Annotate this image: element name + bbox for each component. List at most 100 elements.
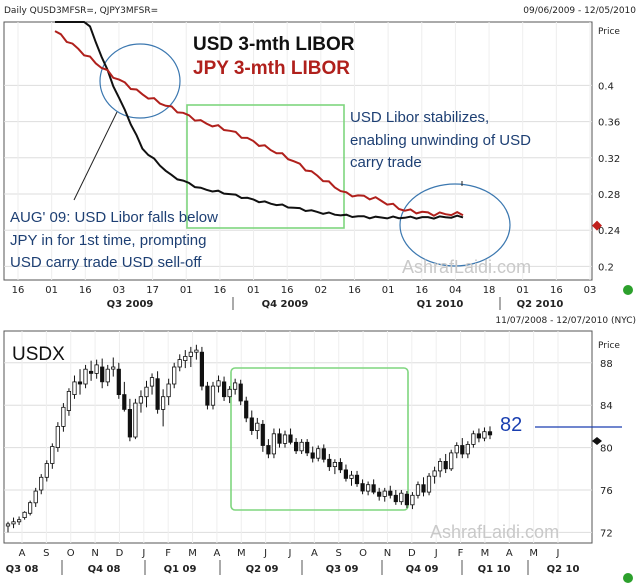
candle-body — [371, 484, 376, 493]
top-x-tick-label: 16 — [281, 285, 294, 296]
candle-body — [227, 388, 232, 398]
bottom-x-tick-label: S — [43, 548, 49, 559]
aug09-cross-ellipse — [99, 43, 181, 119]
candle-body — [66, 390, 71, 411]
bottom-x-tick-label: A — [19, 548, 26, 559]
candle-body — [55, 425, 60, 448]
candle-body — [144, 386, 149, 398]
candle-body — [5, 523, 11, 527]
candle-body — [338, 461, 343, 471]
bottom-x-tick-label: D — [408, 548, 416, 559]
candle-body — [349, 474, 354, 479]
top-quarter-labels: Q3 2009 Q4 2009 Q1 2010 Q2 2010 — [107, 297, 563, 310]
top-x-tick-label: 16 — [550, 285, 563, 296]
aug09-pointer-line — [73, 111, 118, 201]
top-x-tick-label: 01 — [45, 285, 58, 296]
candle-body — [471, 433, 476, 445]
candle-body — [77, 381, 83, 385]
annotation-stabilize-line1: USD Libor stabilizes, — [350, 109, 489, 126]
candle-body — [343, 469, 349, 479]
top-x-tick-label: 16 — [348, 285, 361, 296]
last-value-marker — [592, 220, 602, 231]
top-x-tick-label: 16 — [214, 285, 227, 296]
bottom-x-tick-label: O — [67, 548, 75, 559]
candle-body — [238, 383, 243, 402]
candle-body — [89, 370, 94, 374]
bottom-x-tick-label: M — [188, 548, 197, 559]
bottom-quarter-label: Q2 09 — [246, 564, 279, 575]
candle-body — [410, 494, 415, 506]
candle-body — [249, 417, 254, 431]
top-panel-frame — [3, 21, 593, 281]
candle-body — [476, 433, 482, 439]
candle-body — [194, 349, 199, 353]
candle-body — [415, 484, 421, 496]
top-x-tick-label: 01 — [180, 285, 193, 296]
top-quarter-label: Q4 2009 — [262, 299, 309, 310]
bottom-quarter-label: Q3 08 — [6, 564, 39, 575]
candle-body — [421, 484, 426, 493]
candle-body — [465, 443, 470, 455]
candle-body — [432, 470, 437, 477]
candle-body — [282, 434, 288, 444]
candle-body — [133, 402, 138, 438]
candle-body — [288, 434, 293, 443]
annotation-stabilize-line2: enabling unwinding of USD — [350, 132, 531, 149]
candle-body — [399, 492, 404, 503]
candle-body — [111, 366, 116, 370]
candle-body — [44, 463, 49, 478]
top-highlight-box — [186, 104, 345, 229]
candle-body — [260, 423, 265, 446]
bottom-highlight-box — [230, 367, 409, 511]
candle-body — [39, 476, 44, 491]
candle-body — [244, 400, 249, 419]
bottom-quarter-label: Q4 09 — [406, 564, 439, 575]
top-watermark: AshrafLaidi.com — [402, 257, 531, 277]
top-y-tick-label: 0.4 — [598, 81, 614, 92]
candle-body — [404, 493, 410, 506]
candle-body — [83, 368, 88, 385]
bottom-y-tick-label: 76 — [600, 486, 613, 497]
bottom-y-tick-label: 72 — [600, 528, 613, 539]
annotation-stabilize-line3: carry trade — [350, 154, 422, 171]
candle-body — [271, 433, 277, 455]
stabilize-ellipse — [399, 183, 511, 267]
top-x-tick-label: 01 — [247, 285, 260, 296]
top-y-tick-label: 0.28 — [598, 190, 620, 201]
bottom-price-label: Price — [598, 341, 620, 351]
candle-body — [122, 394, 127, 410]
candle-body — [449, 452, 454, 470]
top-x-tick-label: 03 — [113, 285, 126, 296]
candle-body — [205, 385, 210, 406]
candle-body — [33, 490, 38, 504]
candle-body — [160, 396, 166, 410]
candle-body — [149, 377, 155, 387]
bottom-x-tick-label: M — [237, 548, 246, 559]
bottom-y-tick-label: 84 — [600, 401, 613, 412]
candle-body — [426, 475, 432, 493]
bottom-x-tick-label: O — [359, 548, 367, 559]
bottom-y-tick-label: 80 — [600, 444, 613, 455]
top-x-tick-label: 04 — [449, 285, 462, 296]
candle-body — [377, 491, 382, 497]
candle-body — [365, 484, 371, 492]
bottom-chart-title: USDX — [12, 344, 65, 365]
top-header-left: Daily QUSD3MFSR=, QJPY3MFSR= — [4, 6, 158, 16]
candle-body — [388, 490, 393, 496]
bottom-x-tick-label: D — [116, 548, 124, 559]
candle-body — [166, 383, 171, 398]
candle-body — [393, 494, 398, 503]
top-y-tick-label: 0.2 — [598, 262, 614, 273]
top-y-tick-label: 0.36 — [598, 118, 620, 129]
candle-body — [27, 502, 33, 514]
bottom-watermark: AshrafLaidi.com — [430, 522, 559, 542]
candle-body — [172, 366, 177, 385]
candle-body — [354, 474, 360, 485]
bottom-x-tick-label: J — [263, 548, 267, 559]
usdx-candles — [5, 344, 493, 533]
top-x-tick-label: 03 — [584, 285, 597, 296]
bottom-x-tick-label: F — [458, 548, 464, 559]
candle-body — [177, 359, 182, 368]
